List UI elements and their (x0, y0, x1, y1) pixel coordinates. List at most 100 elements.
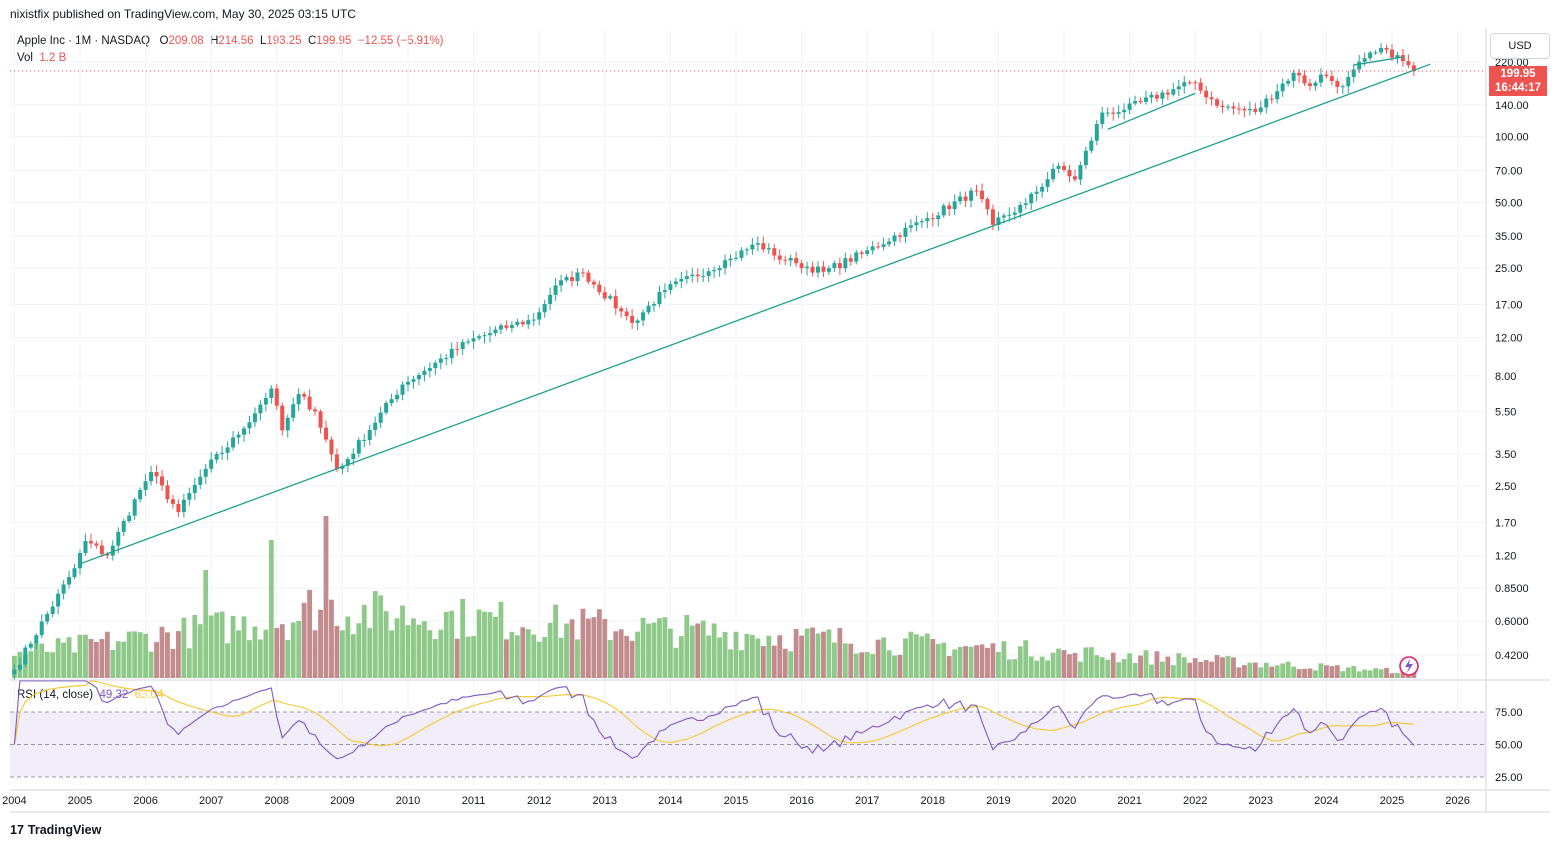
candle-body (1018, 204, 1023, 213)
volume-bar (203, 570, 209, 678)
volume-bar (323, 516, 329, 678)
currency-button[interactable]: USD (1490, 33, 1550, 59)
volume-bar (968, 646, 974, 678)
candle-body (826, 268, 831, 272)
candle-body (766, 248, 771, 250)
symbol-name[interactable]: Apple Inc · 1M · NASDAQ (17, 35, 150, 47)
candle-body (384, 403, 389, 413)
candle-body (695, 274, 700, 277)
candle-body (110, 545, 115, 556)
volume-bar (170, 648, 176, 678)
candle-body (373, 422, 378, 430)
candle-body (548, 294, 553, 304)
candle-body (149, 471, 154, 482)
volume-bar (143, 633, 148, 678)
candle-body (805, 266, 810, 269)
volume-bar (509, 631, 515, 678)
volume-bar (422, 621, 427, 678)
volume-bar (564, 623, 569, 678)
candle-body (1029, 193, 1034, 204)
candle-body (1335, 81, 1340, 87)
candle-body (772, 248, 777, 256)
candle-body (990, 209, 995, 225)
x-tick-label: 2026 (1445, 795, 1469, 807)
candle-body (1078, 165, 1083, 180)
volume-bar (624, 635, 630, 678)
candle-body (498, 325, 503, 330)
candle-body (1264, 98, 1269, 108)
candle-body (881, 244, 886, 247)
candle-body (438, 358, 443, 363)
volume-bar (520, 627, 526, 678)
low-label: L (259, 35, 267, 47)
rsi-tick-label: 25.00 (1495, 772, 1523, 784)
y-tick-label: 140.00 (1495, 100, 1529, 112)
volume-bar (487, 612, 493, 678)
volume-bar (1225, 655, 1231, 678)
candle-body (1182, 82, 1187, 87)
volume-bar (1362, 669, 1368, 678)
volume-bar (591, 617, 597, 678)
volume-bar (635, 631, 640, 678)
candle-body (1149, 94, 1154, 98)
candle-body (362, 439, 367, 441)
candle-body (1138, 101, 1143, 103)
candle-body (1340, 86, 1345, 88)
candle-body (684, 276, 689, 279)
candle-body (941, 205, 946, 216)
volume-legend: Vol 1.2 B (17, 52, 66, 64)
candle-body (925, 218, 930, 222)
x-tick-label: 2012 (527, 795, 551, 807)
candle-body (553, 285, 558, 295)
candle-body (903, 227, 908, 237)
candle-body (170, 499, 175, 504)
volume-value: 1.2 B (39, 52, 67, 64)
candle-body (160, 476, 164, 486)
volume-bar (1154, 651, 1160, 678)
volume-bar (739, 650, 744, 678)
candle-body (837, 263, 842, 269)
trendline (1107, 92, 1196, 130)
volume-bar (83, 634, 88, 678)
volume-bar (476, 609, 482, 678)
volume-bar (1302, 668, 1307, 678)
candle-body (1012, 212, 1017, 215)
candle-body (1111, 112, 1116, 114)
tradingview-logo[interactable]: 17 TradingView (10, 823, 101, 837)
candle-body (455, 348, 460, 350)
volume-bar (1143, 650, 1149, 678)
volume-bar (1242, 665, 1247, 678)
candle-body (559, 280, 564, 286)
volume-bar (132, 631, 138, 678)
volume-bar (662, 617, 668, 678)
volume-bar (531, 634, 537, 678)
x-tick-label: 2023 (1249, 795, 1273, 807)
volume-bar (301, 602, 307, 678)
y-tick-label: 1.70 (1495, 518, 1516, 530)
volume-bar (542, 636, 548, 678)
candle-body (936, 215, 941, 220)
lightning-marker-icon[interactable] (1399, 656, 1419, 676)
volume-label: Vol (17, 52, 33, 64)
volume-bar (924, 633, 930, 678)
candle-body (1362, 58, 1367, 62)
candle-body (444, 358, 449, 360)
candle-body (783, 259, 788, 261)
volume-bar (1203, 660, 1209, 678)
candle-body (477, 336, 482, 339)
y-tick-label: 50.00 (1495, 197, 1523, 209)
candle-body (1318, 74, 1323, 83)
volume-bar (755, 638, 761, 678)
volume-bar (777, 635, 783, 678)
trendlines[interactable] (79, 56, 1431, 565)
candle-body (449, 348, 454, 359)
candle-body (777, 255, 782, 260)
volume-bar (460, 598, 466, 678)
volume-bar (930, 639, 936, 678)
volume-bar (504, 639, 509, 678)
rsi-label: RSI (14, close) (17, 689, 94, 701)
volume-bar (268, 540, 274, 678)
candle-body (427, 368, 432, 371)
volume-bar (72, 652, 77, 678)
